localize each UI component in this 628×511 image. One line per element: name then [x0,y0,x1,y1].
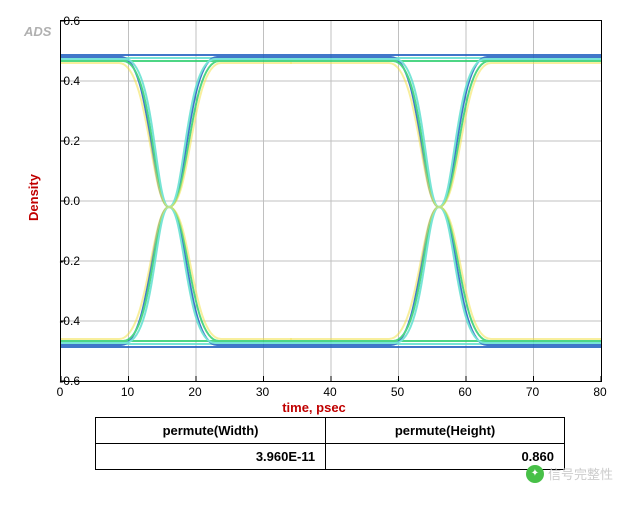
y-axis-label: Density [26,174,41,221]
x-tick-label: 50 [383,385,413,399]
y-tick-label: 0.0 [40,194,80,208]
x-axis-label: time, psec [0,400,628,415]
x-tick-label: 20 [180,385,210,399]
x-tick-label: 80 [585,385,615,399]
x-tick-label: 10 [113,385,143,399]
y-tick-label: -0.2 [40,254,80,268]
results-table: permute(Width) permute(Height) 3.960E-11… [95,417,565,470]
y-tick-label: -0.4 [40,314,80,328]
watermark-text: 信号完整性 [548,464,613,483]
cell-width-value: 3.960E-11 [96,444,326,470]
eye-diagram-plot [60,20,602,382]
x-tick-label: 70 [518,385,548,399]
y-tick-label: 0.2 [40,134,80,148]
col-header-height: permute(Height) [326,418,565,444]
x-tick-label: 0 [45,385,75,399]
x-tick-label: 40 [315,385,345,399]
col-header-width: permute(Width) [96,418,326,444]
figure-container: ADS Density [0,0,628,511]
x-tick-label: 30 [248,385,278,399]
watermark: ✦ 信号完整性 [526,464,613,483]
wechat-icon: ✦ [526,465,544,483]
y-tick-label: 0.6 [40,14,80,28]
chart-area [60,20,600,380]
y-tick-label: 0.4 [40,74,80,88]
x-tick-label: 60 [450,385,480,399]
table-row: 3.960E-11 0.860 [96,444,565,470]
table-header-row: permute(Width) permute(Height) [96,418,565,444]
